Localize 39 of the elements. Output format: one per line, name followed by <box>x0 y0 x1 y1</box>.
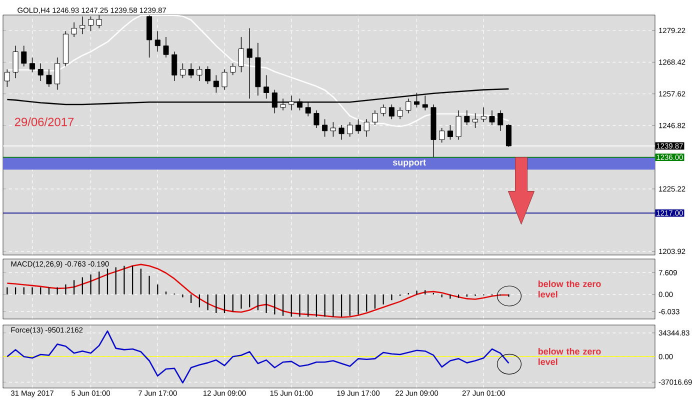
candlestick <box>230 63 236 76</box>
candlestick <box>464 110 470 126</box>
candlestick <box>54 57 60 90</box>
candlestick <box>172 51 178 82</box>
candlestick <box>506 124 512 148</box>
candlestick <box>322 118 328 138</box>
candlestick <box>330 122 336 138</box>
candlestick <box>163 36 169 58</box>
candlestick <box>238 36 244 73</box>
candlestick <box>205 66 211 84</box>
candlestick <box>21 45 27 67</box>
candlestick <box>498 110 504 132</box>
candlestick <box>196 66 202 82</box>
annotation: 29/06/2017 <box>14 117 74 126</box>
candlestick <box>264 74 270 99</box>
candlestick <box>388 104 394 120</box>
candlestick <box>180 63 186 78</box>
candlestick <box>246 28 252 99</box>
candlestick <box>439 128 445 143</box>
candlestick <box>188 63 194 78</box>
candlestick <box>38 63 44 82</box>
candlestick <box>154 30 160 52</box>
candlestick <box>46 68 52 88</box>
annotation: below the zero level <box>538 348 601 366</box>
candlestick <box>222 68 228 90</box>
candlestick <box>356 118 362 134</box>
band-label: support <box>392 160 426 168</box>
candlestick <box>314 110 320 128</box>
candlestick <box>30 57 36 73</box>
candlestick <box>12 45 18 78</box>
candlestick <box>380 104 386 117</box>
annotation: below the zero level <box>538 280 601 298</box>
candlestick <box>397 107 403 120</box>
candlestick <box>489 110 495 126</box>
candlestick <box>406 98 412 114</box>
candlestick <box>338 124 344 140</box>
candlestick <box>347 122 353 138</box>
candlestick <box>213 74 219 94</box>
candlestick <box>447 124 453 140</box>
